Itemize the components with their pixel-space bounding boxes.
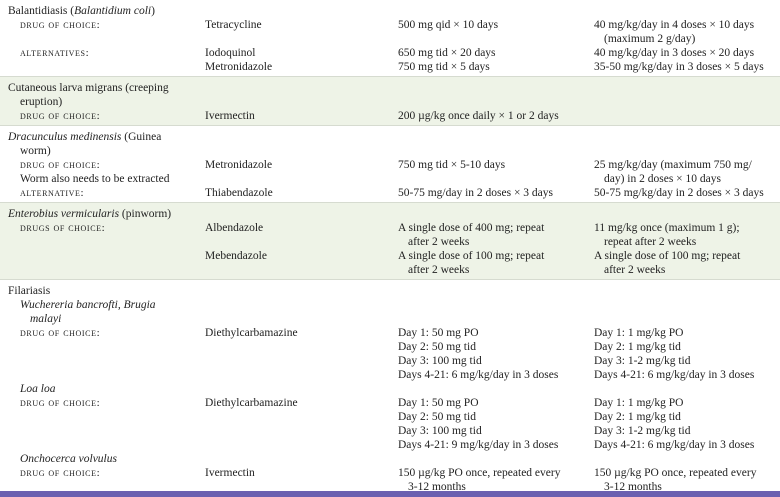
pediatric-dosage: 3-12 months [604,481,662,493]
drug-name: Ivermectin [205,110,255,122]
pediatric-dosage: Day 2: 1 mg/kg tid [594,411,681,423]
label-segment: Onchocerca volvulus [20,453,117,465]
adult-dosage: Day 3: 100 mg tid [398,425,482,437]
drug-role-label: DRUG OF CHOICE: [20,397,101,409]
pediatric-dosage: Day 1: 1 mg/kg PO [594,397,684,409]
drug-role-label: ALTERNATIVE: [20,187,85,199]
condition-label: Dracunculus medinensis (Guinea [8,130,161,144]
pediatric-dosage: (maximum 2 g/day) [604,33,696,45]
pediatric-dosage: Day 2: 1 mg/kg tid [594,341,681,353]
drug-role-label: DRUG OF CHOICE: [20,467,101,479]
adult-dosage: Days 4-21: 9 mg/kg/day in 3 doses [398,439,559,451]
label-segment: (pinworm) [119,208,172,220]
label-segment: Cutaneous larva migrans (creeping [8,82,169,94]
condition-label: Balantidiasis (Balantidium coli) [8,4,155,18]
condition-label: Filariasis [8,284,50,298]
label-segment: Loa loa [20,383,56,395]
pediatric-dosage: Day 3: 1-2 mg/kg tid [594,355,691,367]
pediatric-dosage: 150 µg/kg PO once, repeated every [594,467,757,479]
drug-role-label: DRUG OF CHOICE: [20,19,101,31]
adult-dosage: 200 µg/kg once daily × 1 or 2 days [398,110,559,122]
adult-dosage: 500 mg qid × 10 days [398,19,499,31]
label-segment: Filariasis [8,285,51,297]
adult-dosage: 50-75 mg/day in 2 doses × 3 days [398,187,554,199]
pediatric-dosage: 40 mg/kg/day in 3 doses × 20 days [594,47,755,59]
condition-label: eruption) [20,95,62,109]
drug-name: Diethylcarbamazine [205,327,298,339]
label-segment: ) [151,5,155,17]
pediatric-dosage: 40 mg/kg/day in 4 doses × 10 days [594,19,755,31]
pediatric-dosage: 50-75 mg/kg/day in 2 doses × 3 days [594,187,764,199]
table-section: Dracunculus medinensis (Guinea worm) DRUG … [0,126,780,203]
adult-dosage: A single dose of 100 mg; repeat [398,250,545,262]
pediatric-dosage: day) in 2 doses × 10 days [604,173,721,185]
pediatric-dosage: Days 4-21: 6 mg/kg/day in 3 doses [594,439,755,451]
drug-name: Mebendazole [205,250,267,262]
label-segment: Balantidium coli [74,5,152,17]
label-segment: Wuchereria bancrofti, Brugia [20,299,156,311]
adult-dosage: Day 3: 100 mg tid [398,355,482,367]
label-segment: Worm also needs to be extracted [20,173,170,185]
adult-dosage: 150 µg/kg PO once, repeated every [398,467,561,479]
condition-label: Cutaneous larva migrans (creeping [8,81,169,95]
adult-dosage: 650 mg tid × 20 days [398,47,496,59]
drug-role-label: DRUG OF CHOICE: [20,110,101,122]
drug-role-label: DRUGS OF CHOICE: [20,222,106,234]
label-segment: Enterobius vermicularis [8,208,120,220]
adult-dosage: Days 4-21: 6 mg/kg/day in 3 doses [398,369,559,381]
condition-label: Worm also needs to be extracted [20,172,169,186]
adult-dosage: Day 1: 50 mg PO [398,397,479,409]
table-section: Cutaneous larva migrans (creeping eruptio… [0,77,780,126]
label-segment: Dracunculus medinensis [8,131,122,143]
drug-role-label: DRUG OF CHOICE: [20,327,101,339]
adult-dosage: Day 1: 50 mg PO [398,327,479,339]
label-segment: worm) [20,145,51,157]
condition-label: Wuchereria bancrofti, Brugia [20,298,156,312]
bottom-rule [0,491,780,497]
drug-name: Iodoquinol [205,47,256,59]
pediatric-dosage: A single dose of 100 mg; repeat [594,250,741,262]
adult-dosage: Day 2: 50 mg tid [398,411,476,423]
adult-dosage: after 2 weeks [408,264,470,276]
condition-label: worm) [20,144,51,158]
label-segment: Balantidiasis ( [8,5,75,17]
pediatric-dosage: Day 1: 1 mg/kg PO [594,327,684,339]
table-section: Filariasis Wuchereria bancrofti, Brugia ma… [0,280,780,496]
table-section: Enterobius vermicularis (pinworm) DRUGS O… [0,203,780,280]
condition-label: Loa loa [20,382,55,396]
pediatric-dosage: repeat after 2 weeks [604,236,697,248]
table-section: Balantidiasis (Balantidium coli) DRUG OF … [0,0,780,77]
drug-name: Metronidazole [205,159,273,171]
condition-label: Enterobius vermicularis (pinworm) [8,207,171,221]
condition-label: Onchocerca volvulus [20,452,117,466]
adult-dosage: Day 2: 50 mg tid [398,341,476,353]
pediatric-dosage: 11 mg/kg once (maximum 1 g); [594,222,740,234]
drug-role-label: ALTERNATIVES: [20,47,90,59]
drug-name: Diethylcarbamazine [205,397,298,409]
drug-name: Albendazole [205,222,264,234]
label-segment: (Guinea [121,131,162,143]
pediatric-dosage: Day 3: 1-2 mg/kg tid [594,425,691,437]
drug-role-label: DRUG OF CHOICE: [20,159,101,171]
pediatric-dosage: 35-50 mg/kg/day in 3 doses × 5 days [594,61,764,73]
adult-dosage: 750 mg tid × 5 days [398,61,490,73]
condition-label: malayi [30,312,61,326]
adult-dosage: A single dose of 400 mg; repeat [398,222,545,234]
adult-dosage: 750 mg tid × 5-10 days [398,159,506,171]
pediatric-dosage: after 2 weeks [604,264,666,276]
drug-name: Metronidazole [205,61,273,73]
label-segment: malayi [30,313,62,325]
adult-dosage: 3-12 months [408,481,466,493]
drug-name: Ivermectin [205,467,255,479]
pediatric-dosage: Days 4-21: 6 mg/kg/day in 3 doses [594,369,755,381]
drug-name: Thiabendazole [205,187,273,199]
label-segment: eruption) [20,96,63,108]
pediatric-dosage: 25 mg/kg/day (maximum 750 mg/ [594,159,752,171]
adult-dosage: after 2 weeks [408,236,470,248]
drug-name: Tetracycline [205,19,262,31]
